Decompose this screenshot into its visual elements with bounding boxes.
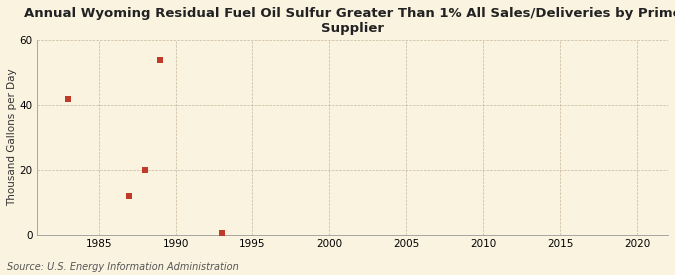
Title: Annual Wyoming Residual Fuel Oil Sulfur Greater Than 1% All Sales/Deliveries by : Annual Wyoming Residual Fuel Oil Sulfur … [24, 7, 675, 35]
Y-axis label: Thousand Gallons per Day: Thousand Gallons per Day [7, 69, 17, 206]
Point [124, 194, 135, 198]
Text: Source: U.S. Energy Information Administration: Source: U.S. Energy Information Administ… [7, 262, 238, 272]
Point [139, 168, 150, 172]
Point [216, 231, 227, 235]
Point [62, 96, 73, 101]
Point [155, 57, 165, 62]
